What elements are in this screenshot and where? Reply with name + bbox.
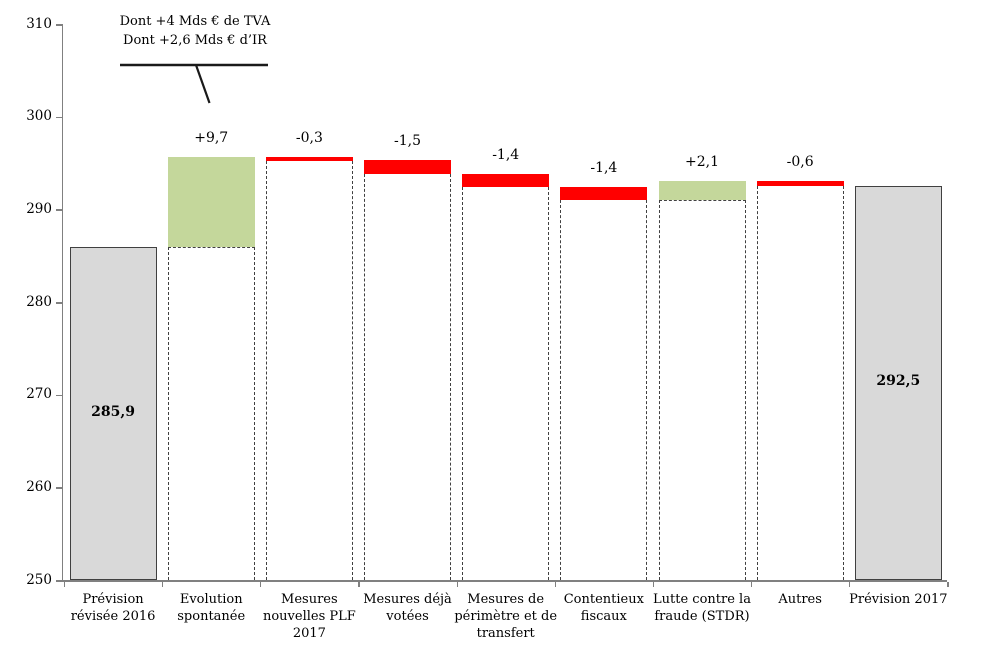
x-axis-tick bbox=[751, 581, 753, 587]
y-axis-tick bbox=[56, 24, 62, 26]
decrease-bar bbox=[560, 187, 648, 201]
x-axis-tick bbox=[947, 581, 949, 587]
y-axis-tick bbox=[56, 116, 62, 119]
connector-ghost bbox=[462, 187, 550, 580]
connector-ghost bbox=[756, 186, 844, 580]
delta-value-label: -0,6 bbox=[786, 153, 814, 170]
total-bar bbox=[854, 186, 942, 580]
connector-ghost bbox=[364, 174, 452, 580]
connector-ghost bbox=[167, 247, 255, 580]
total-value-label: 285,9 bbox=[91, 403, 135, 420]
x-axis-tick bbox=[652, 581, 655, 587]
connector-ghost bbox=[658, 200, 746, 580]
y-axis-tick bbox=[56, 394, 62, 397]
y-axis-tick-label: 300 bbox=[26, 108, 52, 125]
x-axis-tick bbox=[64, 581, 66, 587]
category-label: Contentieux fiscaux bbox=[563, 592, 644, 624]
annotation-callout: Dont +4 Mds € de TVA Dont +2,6 Mds € d’I… bbox=[114, 13, 276, 50]
increase-bar bbox=[658, 180, 746, 201]
decrease-bar bbox=[462, 174, 550, 188]
x-axis-tick bbox=[260, 581, 262, 587]
category-label: Prévision 2017 bbox=[849, 592, 948, 607]
y-axis-tick bbox=[56, 580, 62, 582]
category-label: Prévision révisée 2016 bbox=[70, 592, 156, 624]
y-axis-tick bbox=[56, 209, 62, 211]
y-axis-line bbox=[61, 24, 63, 582]
category-label: Mesures nouvelles PLF 2017 bbox=[262, 592, 356, 641]
decrease-bar bbox=[756, 180, 844, 187]
delta-value-label: -1,5 bbox=[394, 133, 422, 150]
total-value-label: 292,5 bbox=[876, 373, 921, 390]
y-axis-tick-label: 250 bbox=[26, 571, 52, 588]
y-axis-tick bbox=[56, 302, 62, 304]
category-label: Lutte contre la fraude (STDR) bbox=[653, 592, 751, 624]
x-axis-tick bbox=[456, 581, 458, 587]
delta-value-label: +9,7 bbox=[194, 130, 229, 147]
x-axis-tick bbox=[849, 581, 851, 587]
delta-value-label: -1,4 bbox=[590, 160, 618, 177]
x-axis-tick bbox=[162, 581, 164, 587]
total-bar bbox=[69, 247, 157, 580]
connector-ghost bbox=[560, 200, 648, 580]
y-axis-tick-label: 260 bbox=[26, 478, 52, 495]
category-label: Autres bbox=[778, 592, 822, 607]
y-axis-tick-label: 310 bbox=[26, 15, 52, 32]
annotation-line-1: Dont +4 Mds € de TVA bbox=[119, 14, 271, 29]
y-axis-tick-label: 280 bbox=[26, 293, 52, 310]
x-axis-line bbox=[61, 580, 948, 582]
connector-ghost bbox=[265, 161, 353, 580]
decrease-bar bbox=[265, 157, 353, 162]
delta-value-label: -1,4 bbox=[492, 147, 520, 164]
x-axis-tick bbox=[554, 581, 556, 587]
category-label: Evolution spontanée bbox=[177, 592, 246, 624]
leader-diagonal-line bbox=[194, 64, 211, 104]
annotation-line-2: Dont +2,6 Mds € d’IR bbox=[123, 32, 267, 48]
category-label: Mesures déjà votées bbox=[363, 592, 452, 624]
category-label: Mesures de périmètre et de transfert bbox=[454, 592, 558, 641]
x-axis-tick bbox=[358, 581, 360, 587]
delta-value-label: -0,3 bbox=[295, 130, 323, 147]
increase-bar bbox=[167, 157, 255, 248]
y-axis-tick-label: 270 bbox=[26, 386, 52, 403]
y-axis-tick-label: 290 bbox=[26, 200, 52, 217]
y-axis-tick bbox=[56, 487, 62, 489]
delta-value-label: +2,1 bbox=[685, 153, 719, 170]
decrease-bar bbox=[364, 160, 452, 175]
